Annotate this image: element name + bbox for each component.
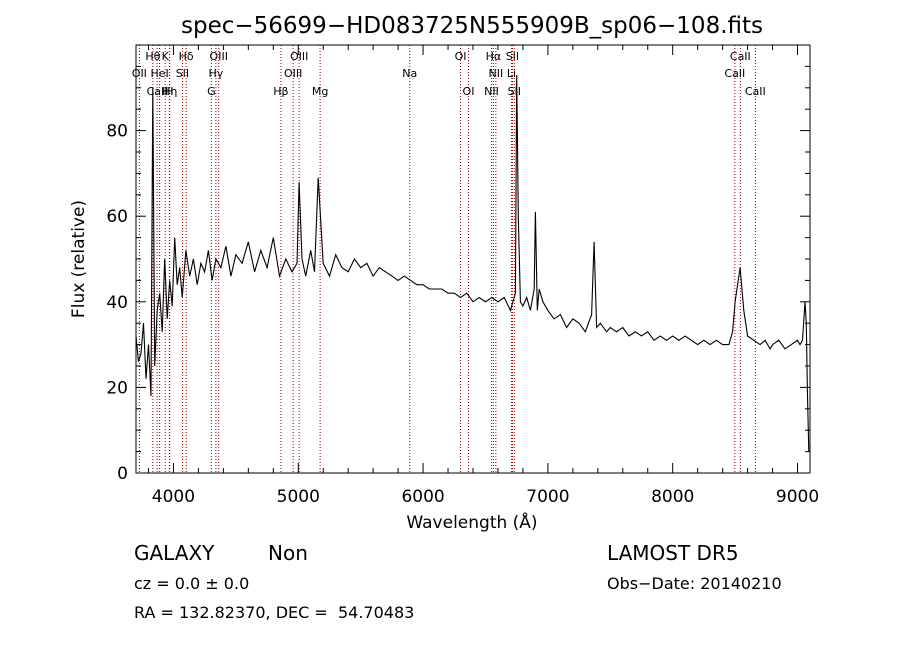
line-marker-label: Hγ xyxy=(208,67,223,80)
line-marker-label: CaII xyxy=(745,85,766,98)
y-axis-label: Flux (relative) xyxy=(69,200,89,318)
x-tick-label: 5000 xyxy=(277,487,320,507)
line-marker-label: Hθ xyxy=(145,50,160,63)
line-marker-label: CaII xyxy=(724,67,745,80)
y-tick-label: 0 xyxy=(117,464,128,484)
chart-title: spec−56699−HD083725N555909B_sp06−108.fit… xyxy=(181,13,763,39)
line-marker-label: Mg xyxy=(312,85,328,98)
spectral-line-labels: OII Hθ CaII HeI K HHη Hδ SII G Hγ OIII Hβ OIII OIII Mg… xyxy=(132,50,766,98)
line-marker-label: CaII xyxy=(730,50,751,63)
x-tick-label: 4000 xyxy=(152,487,195,507)
line-marker-label: Na xyxy=(402,67,417,80)
x-tick-label: 8000 xyxy=(651,487,694,507)
line-marker-label: G xyxy=(207,85,216,98)
x-tick-label: 7000 xyxy=(526,487,569,507)
line-marker-label: OIII xyxy=(284,67,302,80)
line-marker-label: OI xyxy=(455,50,467,63)
line-marker-label: Li xyxy=(507,67,516,80)
x-tick-label: 6000 xyxy=(401,487,444,507)
line-marker-label: OIII xyxy=(290,50,308,63)
plot-frame xyxy=(135,44,811,474)
x-axis-label: Wavelength (Å) xyxy=(406,511,537,533)
line-marker-label: Hβ xyxy=(273,85,288,98)
line-marker-label: Hη xyxy=(162,85,177,98)
line-marker-label: H xyxy=(165,85,173,98)
object-subclass: Non xyxy=(268,541,308,565)
line-marker-label: OI xyxy=(463,85,475,98)
line-marker-label: HeI xyxy=(150,67,168,80)
line-marker-label: SII xyxy=(176,67,189,80)
y-tick-label: 20 xyxy=(106,378,128,398)
y-axis: 0 20 40 60 80 xyxy=(106,65,810,484)
object-class: GALAXY xyxy=(134,541,215,565)
line-marker-label: SII xyxy=(506,50,519,63)
line-marker-label: SII xyxy=(508,85,521,98)
line-marker-label: K xyxy=(162,50,170,63)
y-tick-label: 60 xyxy=(106,207,128,227)
x-axis: 4000 5000 6000 7000 8000 9000 xyxy=(147,45,819,507)
line-marker-label: Hα xyxy=(486,50,502,63)
line-marker-label: OIII xyxy=(210,50,228,63)
line-marker-label: Hδ xyxy=(179,50,194,63)
line-marker-label: CaII xyxy=(147,85,168,98)
observation-date: Obs−Date: 20140210 xyxy=(607,574,782,593)
x-tick-label: 9000 xyxy=(776,487,819,507)
line-marker-label: NII xyxy=(484,85,499,98)
y-tick-label: 80 xyxy=(106,122,128,142)
survey-label: LAMOST DR5 xyxy=(607,541,739,565)
spectral-line-markers xyxy=(138,45,756,473)
coordinates-text: RA = 132.82370, DEC = 54.70483 xyxy=(134,603,415,622)
line-marker-label: NII xyxy=(488,67,503,80)
y-tick-label: 40 xyxy=(106,293,128,313)
spectrum-line xyxy=(135,74,810,452)
redshift-text: cz = 0.0 ± 0.0 xyxy=(134,574,250,593)
line-marker-label: OII xyxy=(132,67,147,80)
